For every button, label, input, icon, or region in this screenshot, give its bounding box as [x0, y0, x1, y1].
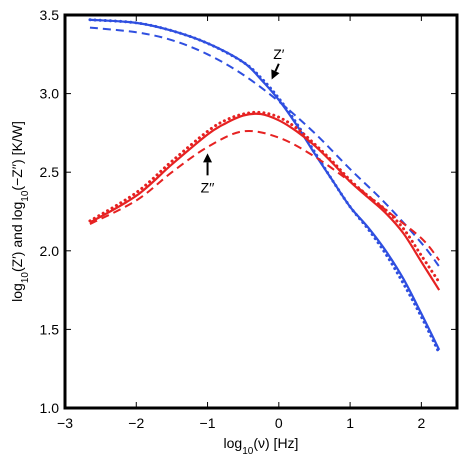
y-tick-label: 1.0 — [40, 400, 60, 416]
plot-frame — [63, 13, 459, 410]
y-tick-label: 3.5 — [40, 7, 60, 23]
annotation-z-prime-arrow — [274, 63, 280, 72]
y-axis-label-sub2: 10 — [20, 190, 31, 202]
x-axis-label: log10(ν) [Hz] — [224, 435, 299, 457]
y-axis-label-end: (−Z′′) [K/W] — [9, 121, 25, 190]
series-line-blue-dashed — [89, 26, 440, 268]
y-axis-label-sub1: 10 — [20, 272, 31, 284]
x-tick-label: −3 — [57, 415, 73, 431]
annotation-z-double-prime: Z′′ — [201, 180, 215, 196]
annotation-z-double-prime-arrowhead — [203, 153, 213, 163]
x-tick-label: −2 — [128, 415, 144, 431]
annotation-layer: Z′ Z′′ — [201, 46, 285, 196]
series-line-red-dashed — [89, 129, 440, 261]
y-tick-label: 2.5 — [40, 164, 60, 180]
y-tick-label: 2.0 — [40, 243, 60, 259]
y-axis-label-mid: (Z′) and log — [9, 202, 25, 272]
y-axis-label-log1: log — [9, 283, 25, 302]
x-tick-label: 0 — [275, 415, 283, 431]
series-line-blue-dotted — [88, 18, 441, 355]
series-layer — [88, 18, 441, 355]
x-axis-label-log: log — [224, 435, 243, 451]
x-tick-label: 2 — [417, 415, 425, 431]
tick-layer: −3 −2 −1 0 1 2 1.0 1.5 2.0 2.5 3.0 3.5 — [40, 7, 457, 431]
y-tick-label: 1.5 — [40, 321, 60, 337]
series-line-red-solid — [89, 112, 441, 291]
x-tick-label: 1 — [346, 415, 354, 431]
y-axis-label: log10(Z′) and log10(−Z′′) [K/W] — [9, 121, 31, 302]
y-tick-label: 3.0 — [40, 86, 60, 102]
annotation-z-prime: Z′ — [273, 46, 285, 62]
series-line-blue-solid — [89, 18, 441, 351]
x-axis-label-sub: 10 — [242, 446, 254, 457]
x-axis-label-rest: (ν) [Hz] — [253, 435, 298, 451]
series-line-red-dotted — [88, 110, 441, 284]
x-tick-label: −1 — [200, 415, 216, 431]
annotation-z-prime-arrowhead — [271, 69, 280, 80]
